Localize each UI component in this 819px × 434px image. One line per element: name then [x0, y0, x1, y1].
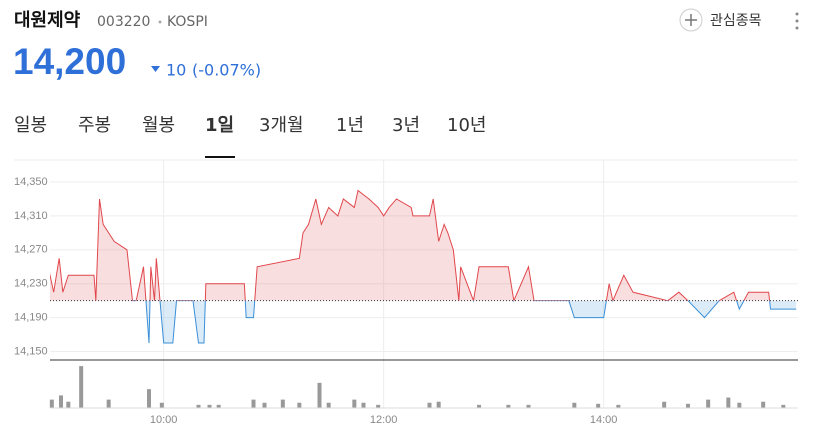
- more-menu[interactable]: [795, 12, 799, 30]
- area-above: [50, 190, 770, 301]
- volume-bar: [761, 401, 766, 408]
- tab[interactable]: 3개월: [259, 115, 304, 136]
- volume-bar: [572, 402, 577, 408]
- volume-bar: [280, 399, 285, 408]
- volume-bar: [159, 402, 164, 408]
- x-tick-label: 12:00: [370, 414, 398, 426]
- price-line-up: [50, 189, 771, 301]
- volume-bar: [317, 382, 322, 408]
- market: KOSPI: [167, 14, 208, 30]
- volume-bar: [781, 404, 786, 408]
- watch-button[interactable]: 관심종목: [679, 8, 762, 32]
- change-pct: (-0.07%): [192, 61, 261, 80]
- volume-bar: [79, 366, 84, 408]
- change: 10: [166, 61, 186, 80]
- tab[interactable]: 10년: [447, 115, 486, 136]
- stock-code: 003220: [97, 14, 150, 30]
- volume-bar: [216, 404, 221, 408]
- volume-bar: [506, 404, 511, 408]
- volume-bar: [686, 403, 690, 408]
- volume-bar: [737, 402, 742, 408]
- x-tick-label: 14:00: [590, 414, 618, 426]
- y-tick-label: 14,150: [14, 345, 48, 357]
- volume-bar: [436, 401, 441, 408]
- y-tick-label: 14,350: [14, 176, 48, 188]
- y-tick-label: 14,270: [14, 244, 48, 256]
- volume-bar: [49, 399, 54, 408]
- volume-bar: [147, 389, 151, 408]
- stock-name: 대원제약: [14, 9, 81, 31]
- volume-bar: [706, 399, 711, 408]
- tab[interactable]: 1일: [205, 115, 234, 136]
- volume-bar: [376, 404, 381, 408]
- volume-bar: [352, 399, 357, 408]
- volume-bar: [361, 402, 366, 408]
- tab[interactable]: 주봉: [78, 115, 111, 136]
- tab[interactable]: 1년: [336, 115, 364, 136]
- x-tick-label: 10:00: [150, 414, 178, 426]
- plus: [685, 14, 697, 26]
- volume-bar: [196, 404, 201, 408]
- plot: 14,150 14,190 14,230 14,270 14,310 14,350 10:0…: [14, 160, 798, 426]
- tab[interactable]: 일봉: [14, 115, 47, 136]
- volume-bar: [477, 404, 481, 408]
- area-below: [50, 300, 797, 344]
- volume-bar: [251, 399, 256, 408]
- volume-bar: [106, 399, 111, 408]
- watch-label: 관심종목: [710, 13, 762, 29]
- tab[interactable]: 3년: [392, 115, 420, 136]
- y-tick-label: 14,190: [14, 312, 48, 324]
- down-arrow: [151, 66, 160, 72]
- volume-bar: [616, 404, 621, 408]
- price: 14,200: [13, 41, 126, 82]
- y-tick-label: 14,310: [14, 210, 48, 222]
- volume-bar: [726, 397, 731, 408]
- volume-bar: [427, 402, 432, 408]
- dot: [158, 20, 162, 24]
- volume-bar: [207, 404, 212, 408]
- tab[interactable]: 월봉: [142, 115, 175, 136]
- volume-bar: [66, 401, 71, 408]
- volume-bar: [596, 403, 601, 408]
- volume-bar: [262, 402, 267, 408]
- volume-bar: [662, 401, 667, 408]
- volume-bar: [326, 402, 331, 408]
- volume-bar: [297, 402, 302, 408]
- tabs: 일봉 주봉 월봉 1일 3개월 1년 3년 10년: [14, 115, 486, 158]
- volume-bar: [59, 395, 63, 408]
- y-tick-label: 14,230: [14, 278, 48, 290]
- volume-bar: [526, 404, 531, 408]
